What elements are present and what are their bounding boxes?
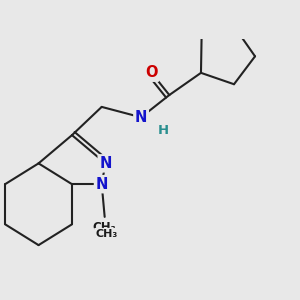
- Text: CH₃: CH₃: [95, 229, 117, 239]
- Text: N: N: [135, 110, 147, 125]
- Text: N: N: [95, 177, 108, 192]
- Text: CH₃: CH₃: [93, 221, 116, 234]
- Text: O: O: [145, 65, 158, 80]
- Text: N: N: [99, 156, 112, 171]
- Text: H: H: [158, 124, 169, 137]
